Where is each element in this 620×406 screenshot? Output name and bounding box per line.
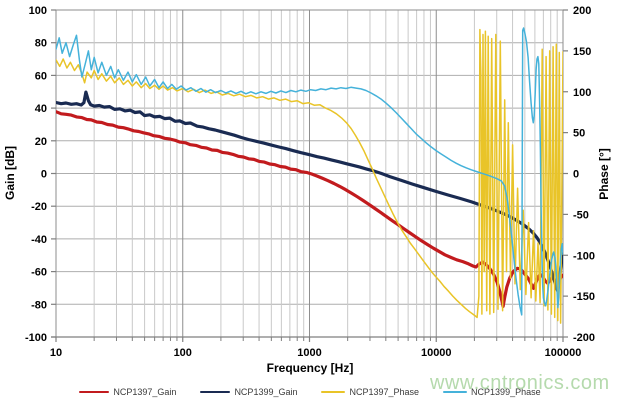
svg-text:0: 0	[41, 169, 47, 181]
svg-text:50: 50	[573, 128, 585, 140]
series-lines	[56, 27, 563, 324]
svg-text:-200: -200	[573, 332, 595, 344]
svg-text:40: 40	[35, 103, 47, 115]
svg-text:-60: -60	[31, 267, 47, 279]
svg-text:100000: 100000	[545, 347, 582, 359]
series-line-NCP1397_Phase	[56, 28, 563, 324]
svg-text:100: 100	[174, 347, 192, 359]
legend-swatch-ncp1397-phase	[321, 391, 346, 393]
svg-text:80: 80	[35, 38, 47, 50]
svg-text:60: 60	[35, 70, 47, 82]
axis-tick-marks	[51, 9, 568, 342]
legend-item-ncp1399-phase: NCP1399_Phase	[443, 387, 541, 397]
legend-swatch-ncp1397-gain	[79, 390, 110, 394]
svg-text:0: 0	[573, 169, 579, 181]
svg-text:150: 150	[573, 46, 591, 58]
svg-text:100: 100	[573, 87, 591, 99]
legend-swatch-ncp1399-phase	[443, 391, 468, 393]
phase-axis-title: Phase [°]	[597, 148, 611, 199]
legend-item-ncp1397-phase: NCP1397_Phase	[321, 387, 419, 397]
svg-text:-80: -80	[31, 299, 47, 311]
svg-text:-40: -40	[31, 234, 47, 246]
svg-text:-50: -50	[573, 209, 589, 221]
frequency-axis-title: Frequency [Hz]	[267, 361, 354, 375]
svg-text:1000: 1000	[297, 347, 321, 359]
svg-text:100: 100	[29, 5, 47, 17]
svg-text:10000: 10000	[421, 347, 452, 359]
svg-text:-100: -100	[573, 250, 595, 262]
svg-text:-20: -20	[31, 201, 47, 213]
chart-legend: NCP1397_Gain NCP1399_Gain NCP1397_Phase …	[0, 383, 620, 401]
legend-label-ncp1397-phase: NCP1397_Phase	[349, 387, 420, 397]
svg-text:10: 10	[50, 347, 62, 359]
legend-label-ncp1399-gain: NCP1399_Gain	[234, 387, 298, 397]
svg-text:200: 200	[573, 5, 591, 17]
axis-tick-labels: 100806040200-20-40-60-80-100200150100500…	[25, 5, 595, 359]
watermark-text: www.cntronics.com	[430, 372, 610, 394]
series-line-NCP1399_Gain	[56, 90, 563, 292]
svg-text:-150: -150	[573, 291, 595, 303]
legend-label-ncp1397-gain: NCP1397_Gain	[113, 387, 177, 397]
legend-swatch-ncp1399-gain	[200, 390, 231, 394]
svg-text:20: 20	[35, 136, 47, 148]
series-line-NCP1399_Phase	[56, 27, 563, 316]
legend-item-ncp1397-gain: NCP1397_Gain	[79, 387, 176, 397]
legend-item-ncp1399-gain: NCP1399_Gain	[200, 387, 297, 397]
legend-label-ncp1399-phase: NCP1399_Phase	[471, 387, 541, 397]
gain-axis-title: Gain [dB]	[3, 146, 17, 200]
svg-text:-100: -100	[25, 332, 47, 344]
